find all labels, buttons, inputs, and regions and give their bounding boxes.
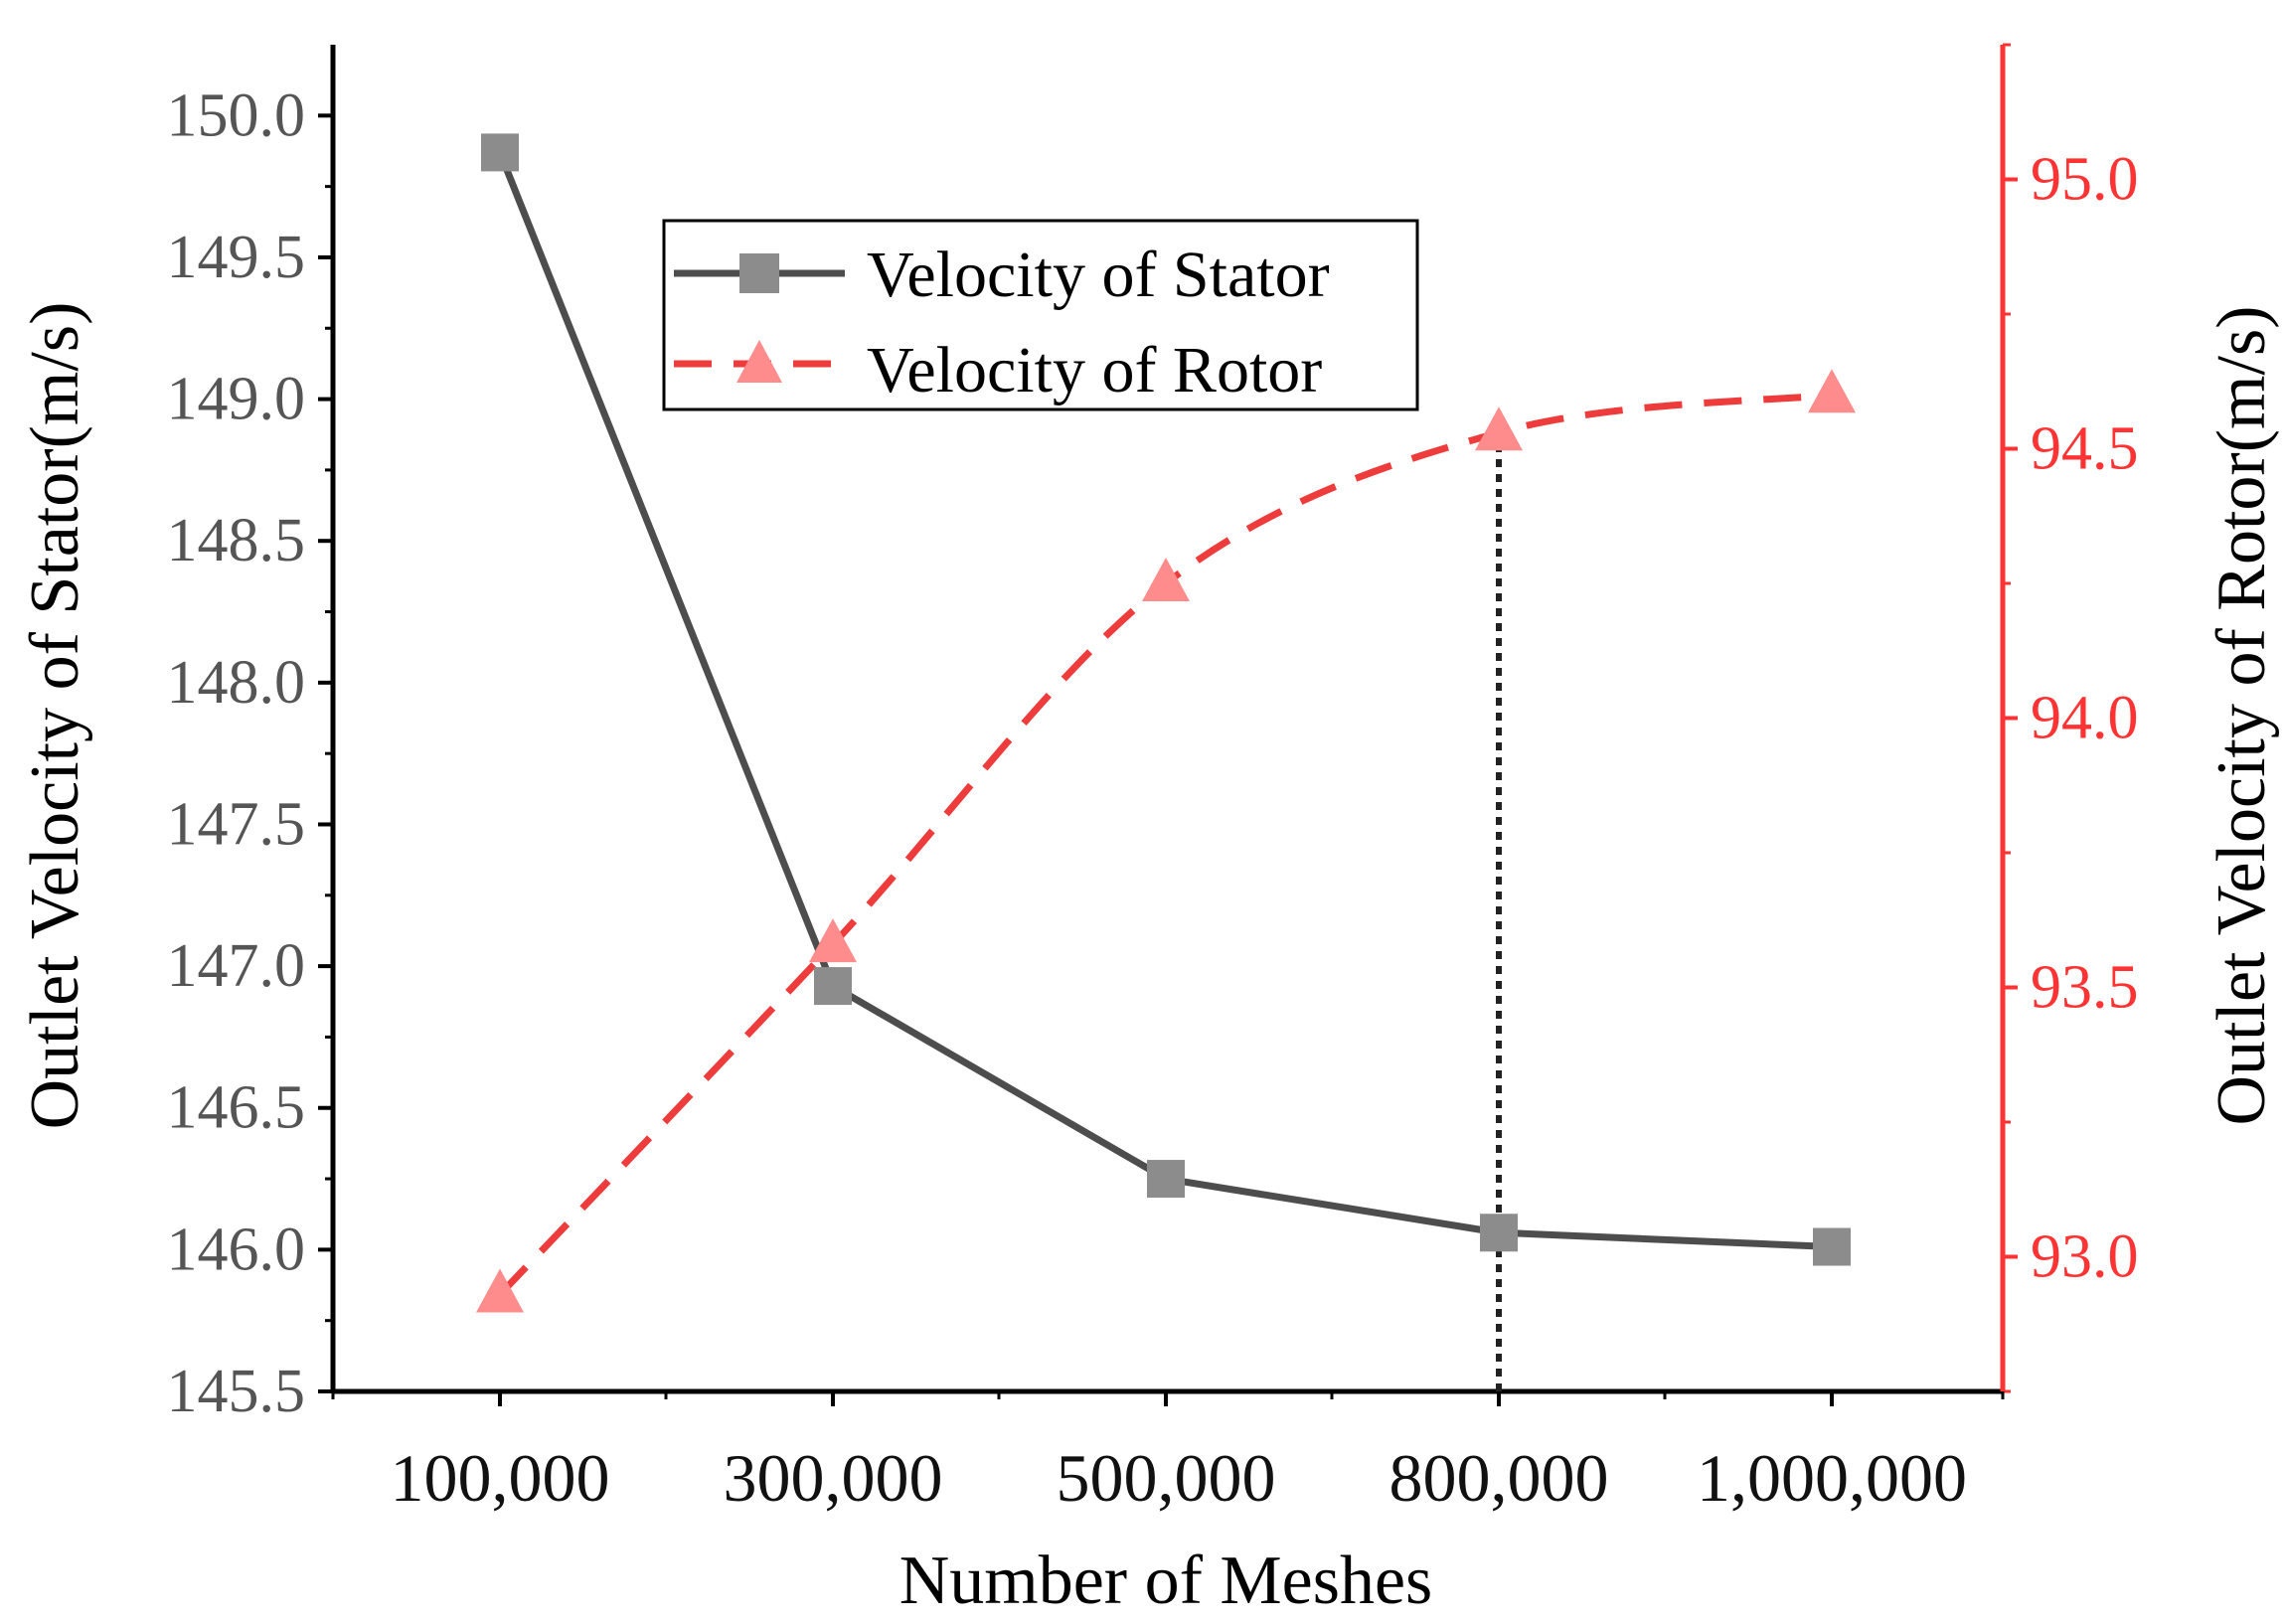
- right-axis-title: Outlet Velocity of Rotor(m/s): [2204, 306, 2280, 1126]
- rotor-point: [1808, 369, 1856, 413]
- stator-point: [814, 967, 852, 1006]
- x-tick-label: 800,000: [1389, 1440, 1609, 1516]
- left-axis-title: Outlet Velocity of Stator(m/s): [17, 302, 93, 1130]
- x-tick-label: 1,000,000: [1697, 1440, 1967, 1516]
- series-line-rotor: [497, 391, 1833, 1297]
- left-tick-label: 147.5: [167, 790, 306, 858]
- legend-label-rotor: Velocity of Rotor: [867, 334, 1322, 406]
- left-tick-label: 145.5: [167, 1358, 306, 1425]
- left-tick-label: 148.0: [167, 649, 306, 717]
- rotor-point: [809, 918, 857, 963]
- x-tick-label: 100,000: [391, 1440, 610, 1516]
- left-tick-label: 148.5: [167, 507, 306, 574]
- left-tick-label: 146.0: [167, 1216, 306, 1283]
- legend-box: [662, 219, 1419, 411]
- x-axis-title: Number of Meshes: [899, 1543, 1433, 1619]
- right-tick-label: 93.0: [2031, 1223, 2139, 1291]
- legend-marker-rotor: [736, 340, 782, 383]
- left-tick-label: 146.5: [167, 1074, 306, 1142]
- stator-point: [1147, 1160, 1185, 1199]
- stator-point: [1813, 1227, 1851, 1266]
- x-tick-label: 300,000: [724, 1440, 943, 1516]
- stator-point: [1480, 1214, 1518, 1252]
- x-tick-label: 500,000: [1057, 1440, 1276, 1516]
- left-tick-label: 150.0: [167, 81, 306, 149]
- left-tick-label: 149.5: [167, 224, 306, 291]
- rotor-point: [1142, 558, 1190, 601]
- right-tick-label: 94.0: [2031, 685, 2139, 752]
- rotor-point: [1475, 406, 1523, 451]
- series-layer: [476, 133, 1856, 1313]
- right-tick-label: 95.0: [2031, 146, 2139, 214]
- left-axis-ticks: 145.5 146.0 146.5 147.0 147.5 148.0 148.5 149.0…: [167, 81, 333, 1425]
- x-axis-ticks: 100,000 300,000 500,000 800,000 1,000,000: [331, 1391, 2005, 1516]
- legend: Velocity of Stator Velocity of Rotor: [662, 219, 1419, 411]
- right-tick-label: 94.5: [2031, 415, 2139, 483]
- right-axis-ticks: 93.0 93.5 94.0 94.5 95.0: [2003, 43, 2139, 1393]
- right-tick-label: 93.5: [2031, 954, 2139, 1022]
- stator-point: [481, 133, 519, 172]
- left-tick-label: 149.0: [167, 366, 306, 433]
- rotor-point: [476, 1268, 524, 1313]
- legend-marker-stator: [739, 253, 779, 293]
- left-tick-label: 147.0: [167, 932, 306, 1000]
- legend-label-stator: Velocity of Stator: [867, 239, 1330, 311]
